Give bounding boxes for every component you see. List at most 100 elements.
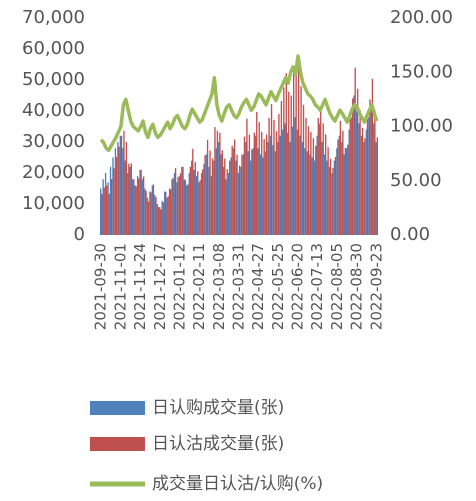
bar (302, 104, 305, 235)
bar (300, 86, 302, 235)
bar (145, 190, 147, 235)
bar (218, 142, 220, 235)
y2-tick-label: 0.00 (390, 224, 430, 245)
bar (134, 185, 136, 235)
bar (199, 180, 201, 235)
bar (118, 146, 120, 235)
y-tick-label: 40,000 (22, 100, 85, 121)
bar (348, 129, 350, 235)
bar (250, 160, 252, 235)
bar (310, 131, 312, 235)
bar (275, 131, 278, 235)
x-tick-label: 2022-06-20 (289, 243, 307, 330)
bar (359, 110, 361, 235)
bar (205, 154, 208, 235)
legend-label: 成交量日认沽/认购(%) (152, 474, 323, 494)
bar (286, 132, 289, 235)
bar (100, 188, 102, 235)
bar (343, 154, 345, 235)
bar (267, 142, 269, 235)
bar (213, 160, 215, 235)
bar (211, 158, 214, 235)
bar (136, 176, 139, 235)
bar (155, 197, 157, 235)
bar (187, 184, 189, 235)
bar (201, 169, 204, 235)
bar (157, 207, 160, 235)
bar (280, 101, 283, 235)
bar (236, 154, 238, 235)
bar (109, 166, 112, 235)
bar (270, 104, 273, 235)
bar (321, 142, 323, 235)
bar (312, 138, 315, 235)
bar (144, 188, 146, 235)
bar (278, 114, 280, 235)
bar (189, 166, 192, 235)
x-tick-label: 2022-03-31 (230, 243, 248, 330)
x-tick-label: 2022-01-12 (170, 243, 188, 330)
bar (226, 169, 228, 235)
x-tick-label: 2022-05-25 (269, 243, 287, 330)
bar (353, 95, 355, 235)
bar (322, 123, 324, 235)
bar (363, 142, 365, 235)
y2-tick-label: 200.00 (390, 7, 453, 28)
bar (369, 99, 371, 235)
bar (295, 60, 297, 235)
bar (375, 142, 377, 235)
bar (247, 151, 249, 235)
bar (177, 177, 179, 235)
bar (262, 157, 264, 235)
bar (123, 130, 125, 235)
bar (142, 176, 145, 235)
bar (294, 117, 296, 235)
bar (356, 88, 359, 236)
bar (301, 142, 304, 235)
bar (317, 117, 319, 235)
bar (195, 176, 198, 235)
bar (243, 136, 246, 235)
bar (179, 173, 182, 235)
bar (219, 132, 221, 235)
bar (184, 180, 187, 235)
bar (167, 196, 169, 235)
bar (350, 117, 353, 235)
bar (172, 178, 174, 235)
bar (156, 204, 158, 235)
bar (291, 126, 294, 235)
x-tick-label: 2021-12-17 (151, 243, 169, 330)
bar (354, 67, 356, 235)
bar (289, 142, 291, 235)
bar (117, 142, 119, 235)
bar (326, 160, 328, 235)
bar (299, 135, 301, 235)
bar (238, 165, 241, 235)
bar (183, 179, 185, 235)
bar (229, 160, 231, 235)
bar (373, 123, 375, 235)
bar (200, 173, 203, 235)
x-tick-label: 2022-04-27 (249, 243, 267, 330)
bar (128, 163, 130, 235)
bar (371, 78, 374, 235)
bar (173, 173, 176, 235)
bar (209, 150, 211, 235)
bar (368, 117, 370, 235)
bar (162, 202, 164, 235)
bar (334, 156, 337, 235)
bar (337, 139, 339, 235)
bar (355, 111, 358, 235)
bar (160, 209, 162, 235)
bar (230, 157, 232, 235)
bar (237, 173, 240, 235)
bar (231, 145, 233, 235)
bar (333, 160, 336, 235)
bar (242, 154, 245, 235)
bar (178, 176, 181, 235)
y-tick-label: 60,000 (22, 38, 85, 59)
bar (198, 182, 200, 235)
bar (163, 191, 166, 235)
bar (361, 127, 364, 235)
bar (203, 163, 205, 235)
